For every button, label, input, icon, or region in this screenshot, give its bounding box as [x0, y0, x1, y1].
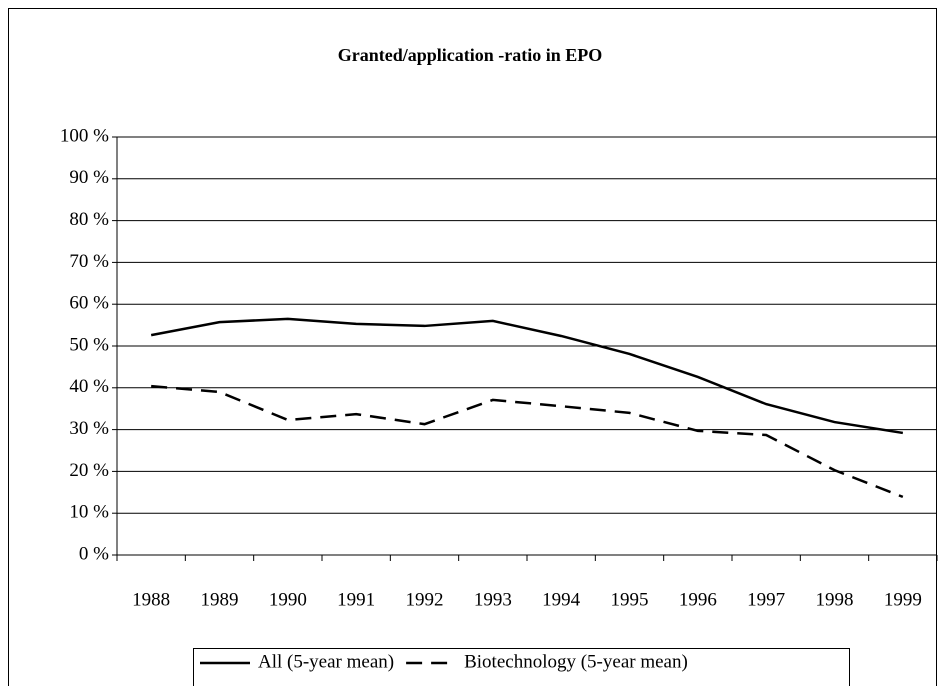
y-tick-label: 100 %: [60, 125, 109, 146]
x-tick-label: 1993: [474, 589, 512, 610]
legend-label: All (5-year mean): [258, 651, 394, 672]
legend-label: Biotechnology (5-year mean): [464, 651, 688, 672]
x-tick-label: 1991: [337, 589, 375, 610]
chart-title: Granted/application -ratio in EPO: [338, 45, 603, 65]
y-tick-label: 30 %: [69, 418, 109, 439]
y-tick-label: 10 %: [69, 502, 109, 523]
x-tick-label: 1992: [406, 589, 444, 610]
y-tick-label: 0 %: [79, 543, 109, 564]
y-tick-label: 40 %: [69, 376, 109, 397]
x-tick-label: 1995: [611, 589, 649, 610]
x-tick-label: 1996: [679, 589, 717, 610]
chart-frame: [8, 8, 937, 686]
legend-box: [193, 648, 850, 686]
line-series: [151, 384, 904, 499]
x-tick-label: 1989: [201, 589, 239, 610]
y-tick-label: 90 %: [69, 167, 109, 188]
x-tick-label: 1994: [542, 589, 581, 610]
y-tick-label: 70 %: [69, 251, 109, 272]
line-series: [150, 317, 904, 435]
x-tick-label: 1999: [884, 589, 922, 610]
y-tick-label: 50 %: [69, 334, 109, 355]
y-tick-label: 80 %: [69, 209, 109, 230]
x-tick-label: 1997: [747, 589, 785, 610]
x-tick-label: 1988: [132, 589, 170, 610]
x-tick-label: 1998: [816, 589, 854, 610]
x-tick-label: 1990: [269, 589, 307, 610]
y-tick-label: 60 %: [69, 293, 109, 314]
y-tick-label: 20 %: [69, 460, 109, 481]
